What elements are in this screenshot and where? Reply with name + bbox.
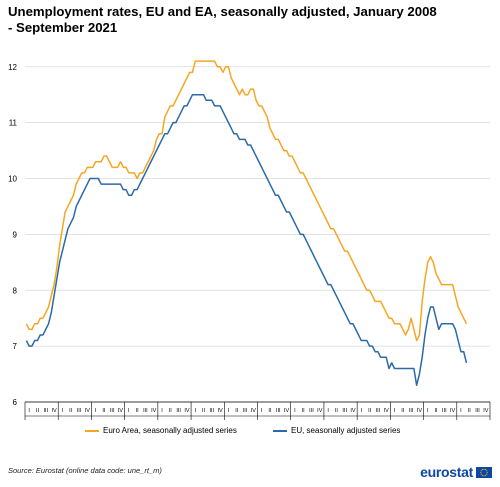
quarter-tick-label: IV bbox=[218, 408, 224, 414]
quarter-tick-label: II bbox=[36, 408, 40, 414]
series-line-eu bbox=[25, 93, 468, 386]
quarter-tick-label: IV bbox=[284, 408, 290, 414]
quarter-tick-label: III bbox=[77, 408, 82, 414]
quarter-tick-label: IV bbox=[85, 408, 91, 414]
quarter-tick-label: IV bbox=[51, 408, 57, 414]
quarter-tick-label: II bbox=[434, 408, 438, 414]
quarter-tick-label: II bbox=[468, 408, 472, 414]
quarter-tick-label: III bbox=[143, 408, 148, 414]
year-tick-label: 2018 bbox=[365, 418, 382, 420]
y-tick-label: 8 bbox=[13, 286, 18, 295]
source-note: Source: Eurostat (online data code: une_… bbox=[8, 466, 162, 475]
y-tick-label: 10 bbox=[8, 175, 17, 184]
eu-flag-icon bbox=[476, 466, 492, 478]
quarter-tick-label: III bbox=[442, 408, 447, 414]
year-tick-label: 2014 bbox=[233, 418, 250, 420]
quarter-tick-label: IV bbox=[251, 408, 257, 414]
series-lines bbox=[25, 60, 468, 386]
year-tick-label: 2015 bbox=[266, 418, 283, 420]
legend-item-ea[interactable]: Euro Area, seasonally adjusted series bbox=[85, 426, 237, 435]
quarter-tick-label: IV bbox=[350, 408, 356, 414]
eurostat-logo[interactable]: eurostat bbox=[420, 464, 492, 480]
quarter-tick-label: I bbox=[128, 408, 130, 414]
grid-lines bbox=[25, 66, 490, 403]
quarter-tick-label: III bbox=[342, 408, 347, 414]
quarter-tick-label: I bbox=[62, 408, 64, 414]
logo-text: eurostat bbox=[420, 464, 473, 480]
year-tick-label: 2012 bbox=[166, 418, 183, 420]
year-tick-label: 2021 bbox=[465, 418, 482, 420]
year-tick-label: 2019 bbox=[399, 418, 416, 420]
quarter-tick-label: III bbox=[475, 408, 480, 414]
y-tick-label: 9 bbox=[13, 230, 18, 239]
y-tick-label: 12 bbox=[8, 63, 17, 72]
quarter-tick-label: IV bbox=[384, 408, 390, 414]
year-tick-label: 2010 bbox=[100, 418, 117, 420]
quarter-tick-label: IV bbox=[450, 408, 456, 414]
quarter-tick-label: IV bbox=[118, 408, 124, 414]
quarter-tick-label: I bbox=[194, 408, 196, 414]
quarter-tick-label: I bbox=[427, 408, 429, 414]
quarter-tick-label: IV bbox=[417, 408, 423, 414]
quarter-tick-label: I bbox=[28, 408, 30, 414]
quarter-tick-label: III bbox=[243, 408, 248, 414]
year-tick-label: 2009 bbox=[66, 418, 83, 420]
legend: Euro Area, seasonally adjusted series EU… bbox=[0, 426, 500, 440]
quarter-tick-label: I bbox=[327, 408, 329, 414]
quarter-tick-label: IV bbox=[184, 408, 190, 414]
legend-swatch-eu bbox=[273, 429, 287, 432]
y-tick-label: 6 bbox=[13, 398, 18, 407]
quarter-tick-label: II bbox=[335, 408, 339, 414]
quarter-tick-label: I bbox=[394, 408, 396, 414]
quarter-tick-label: III bbox=[376, 408, 381, 414]
quarter-tick-label: III bbox=[210, 408, 215, 414]
year-tick-label: 2011 bbox=[133, 418, 149, 420]
quarter-tick-label: IV bbox=[483, 408, 489, 414]
quarter-tick-label: II bbox=[268, 408, 272, 414]
quarter-tick-label: IV bbox=[317, 408, 323, 414]
quarter-tick-label: I bbox=[261, 408, 263, 414]
quarter-tick-label: III bbox=[176, 408, 181, 414]
quarter-tick-label: III bbox=[43, 408, 48, 414]
x-axis: IIIIIIIV2008IIIIIIIV2009IIIIIIIV2010IIII… bbox=[24, 401, 491, 420]
quarter-tick-label: III bbox=[110, 408, 115, 414]
legend-item-eu[interactable]: EU, seasonally adjusted series bbox=[273, 426, 400, 435]
year-tick-label: 2020 bbox=[432, 418, 449, 420]
legend-swatch-ea bbox=[85, 429, 99, 432]
quarter-tick-label: II bbox=[102, 408, 106, 414]
y-axis: 6 7 8 9 10 11 12 bbox=[8, 63, 17, 407]
quarter-tick-label: II bbox=[302, 408, 306, 414]
quarter-tick-label: II bbox=[368, 408, 372, 414]
quarter-tick-label: II bbox=[169, 408, 173, 414]
quarter-tick-label: II bbox=[202, 408, 206, 414]
quarter-tick-label: II bbox=[235, 408, 239, 414]
quarter-tick-label: I bbox=[361, 408, 363, 414]
y-tick-label: 11 bbox=[9, 119, 18, 128]
series-line-euro-area bbox=[25, 60, 468, 342]
quarter-tick-label: III bbox=[409, 408, 414, 414]
quarter-tick-label: IV bbox=[151, 408, 157, 414]
quarter-tick-label: III bbox=[276, 408, 281, 414]
quarter-tick-label: I bbox=[228, 408, 230, 414]
quarter-tick-label: I bbox=[95, 408, 97, 414]
quarter-tick-label: II bbox=[401, 408, 405, 414]
quarter-tick-label: I bbox=[294, 408, 296, 414]
quarter-tick-label: II bbox=[136, 408, 140, 414]
year-tick-label: 2017 bbox=[332, 418, 349, 420]
quarter-tick-label: III bbox=[309, 408, 314, 414]
quarter-tick-label: II bbox=[69, 408, 73, 414]
y-tick-label: 7 bbox=[13, 342, 18, 351]
quarter-tick-label: I bbox=[161, 408, 163, 414]
legend-label-ea: Euro Area, seasonally adjusted series bbox=[103, 426, 237, 435]
year-tick-label: 2016 bbox=[299, 418, 316, 420]
chart-title: Unemployment rates, EU and EA, seasonall… bbox=[8, 4, 437, 35]
year-tick-label: 2008 bbox=[33, 418, 50, 420]
quarter-tick-label: I bbox=[460, 408, 462, 414]
legend-label-eu: EU, seasonally adjusted series bbox=[291, 426, 401, 435]
year-tick-label: 2013 bbox=[199, 418, 216, 420]
